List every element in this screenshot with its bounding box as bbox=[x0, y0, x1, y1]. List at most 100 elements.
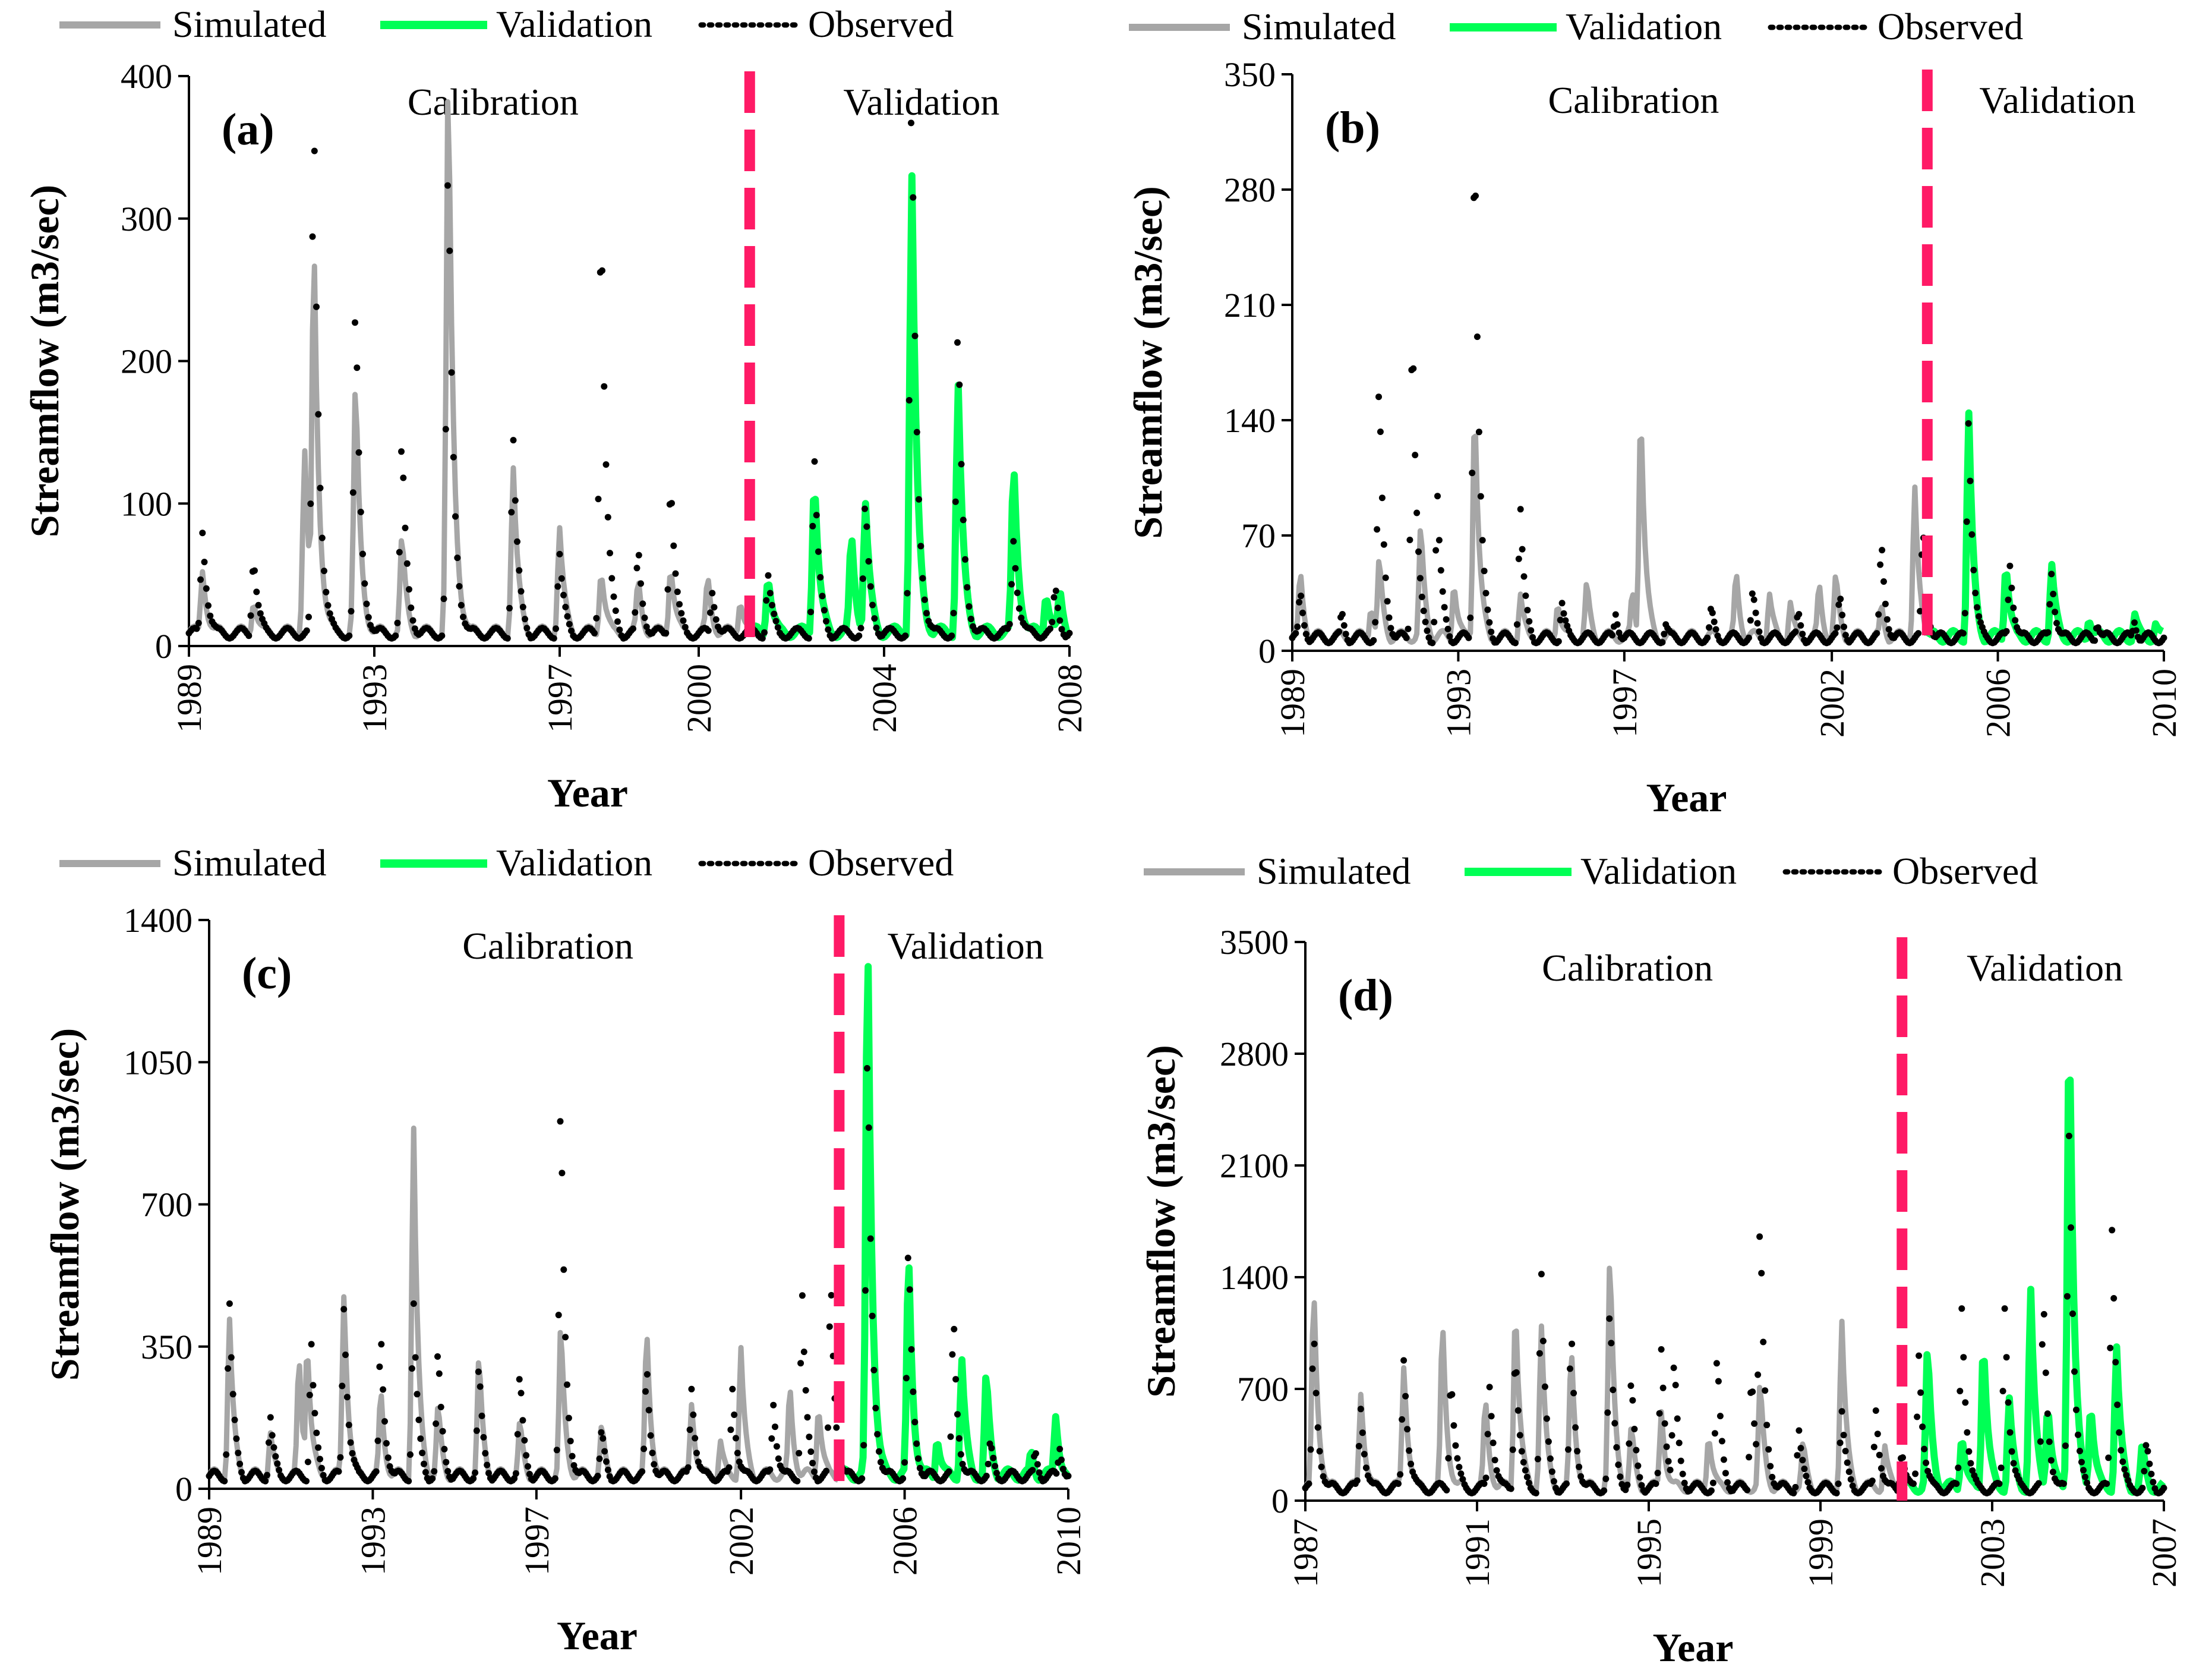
observed-point bbox=[1374, 526, 1381, 533]
observed-point bbox=[514, 538, 520, 545]
observed-point bbox=[384, 1454, 392, 1461]
observed-point bbox=[1837, 596, 1844, 603]
observed-point bbox=[335, 1468, 342, 1475]
observed-point bbox=[1520, 573, 1528, 580]
observed-point bbox=[1055, 604, 1061, 612]
observed-point bbox=[1718, 1438, 1725, 1445]
observed-point bbox=[1760, 1338, 1767, 1346]
observed-point bbox=[525, 1463, 531, 1470]
x-tick-label: 1989 bbox=[1273, 669, 1312, 738]
observed-point bbox=[992, 1463, 999, 1470]
observed-point bbox=[602, 461, 610, 468]
observed-point bbox=[1638, 1482, 1645, 1489]
observed-point bbox=[309, 233, 316, 240]
observed-point bbox=[1964, 1429, 1971, 1436]
observed-point bbox=[906, 1286, 913, 1293]
observed-point bbox=[510, 437, 517, 444]
series-simulated bbox=[207, 1125, 840, 1483]
observed-point bbox=[307, 500, 314, 508]
observed-point bbox=[1014, 590, 1021, 596]
observed-point bbox=[596, 1455, 603, 1462]
observed-point bbox=[594, 1473, 601, 1479]
observed-point bbox=[1658, 1346, 1665, 1353]
observed-point bbox=[2037, 1438, 2044, 1445]
x-axis-title: Year bbox=[557, 1613, 638, 1658]
legend-observed-label: Observed bbox=[1877, 5, 2023, 48]
observed-point bbox=[676, 601, 683, 608]
observed-point bbox=[310, 1382, 317, 1389]
observed-point bbox=[1712, 626, 1719, 633]
observed-point bbox=[859, 1475, 866, 1482]
observed-point bbox=[1403, 634, 1410, 641]
y-tick-label: 2800 bbox=[1220, 1035, 1289, 1073]
observed-point bbox=[1661, 631, 1668, 638]
observed-point bbox=[257, 610, 264, 617]
observed-point bbox=[686, 1426, 693, 1433]
observed-point bbox=[567, 1438, 574, 1445]
observed-point bbox=[363, 600, 370, 607]
legend-observed-label: Observed bbox=[1892, 850, 2038, 892]
observed-point bbox=[910, 1388, 917, 1395]
observed-point bbox=[1661, 1420, 1668, 1427]
observed-point bbox=[1016, 605, 1023, 612]
observed-point bbox=[444, 182, 451, 189]
observed-point bbox=[1402, 1392, 1409, 1400]
observed-point bbox=[1880, 578, 1887, 585]
observed-point bbox=[984, 1460, 992, 1467]
observed-point bbox=[983, 1473, 990, 1479]
observed-point bbox=[1602, 1475, 1610, 1482]
observed-point bbox=[383, 1440, 390, 1447]
observed-point bbox=[797, 1360, 804, 1367]
observed-point bbox=[365, 614, 372, 621]
observed-point bbox=[1953, 1480, 1960, 1487]
observed-point bbox=[342, 1351, 349, 1359]
observed-point bbox=[1516, 1432, 1523, 1439]
observed-point bbox=[1486, 1384, 1493, 1391]
observed-point bbox=[1794, 1452, 1801, 1459]
observed-point bbox=[1840, 1432, 1847, 1439]
observed-point bbox=[1838, 1408, 1845, 1415]
observed-point bbox=[819, 593, 826, 600]
observed-point bbox=[904, 1255, 911, 1262]
observed-point bbox=[1299, 609, 1306, 616]
observed-point bbox=[1312, 1390, 1320, 1397]
observed-point bbox=[2062, 1442, 2069, 1450]
observed-point bbox=[680, 617, 687, 624]
x-tick-label: 2006 bbox=[886, 1507, 924, 1576]
observed-point bbox=[774, 624, 781, 631]
observed-point bbox=[1050, 594, 1058, 601]
observed-point bbox=[1336, 628, 1343, 635]
observed-point bbox=[407, 1451, 414, 1458]
observed-point bbox=[554, 583, 561, 590]
observed-point bbox=[1052, 587, 1059, 594]
observed-point bbox=[313, 1429, 320, 1436]
observed-point bbox=[955, 1435, 963, 1442]
observed-point bbox=[651, 1461, 658, 1468]
observed-point bbox=[1469, 470, 1476, 477]
observed-point bbox=[1919, 1423, 1926, 1431]
x-tick-label: 2004 bbox=[865, 664, 904, 733]
observed-point bbox=[1844, 1459, 1851, 1466]
observed-point bbox=[1529, 634, 1536, 641]
observed-point bbox=[343, 1394, 351, 1401]
observed-point bbox=[2082, 1473, 2088, 1480]
observed-point bbox=[446, 247, 453, 254]
observed-point bbox=[1560, 610, 1567, 617]
observed-point bbox=[560, 1266, 567, 1273]
observed-point bbox=[865, 1124, 872, 1131]
observed-point bbox=[1467, 615, 1474, 621]
observed-point bbox=[346, 632, 353, 639]
observed-point bbox=[1622, 1486, 1629, 1494]
observed-point bbox=[1340, 622, 1348, 629]
observed-point bbox=[408, 604, 415, 612]
calibration-label: Calibration bbox=[1542, 947, 1713, 989]
observed-point bbox=[959, 1461, 966, 1467]
observed-point bbox=[1342, 631, 1349, 638]
observed-point bbox=[900, 1475, 907, 1482]
observed-point bbox=[1006, 620, 1013, 628]
observed-point bbox=[949, 1351, 956, 1358]
observed-point bbox=[707, 609, 714, 616]
x-tick-label: 1989 bbox=[190, 1507, 229, 1576]
observed-point bbox=[1914, 1413, 1921, 1420]
